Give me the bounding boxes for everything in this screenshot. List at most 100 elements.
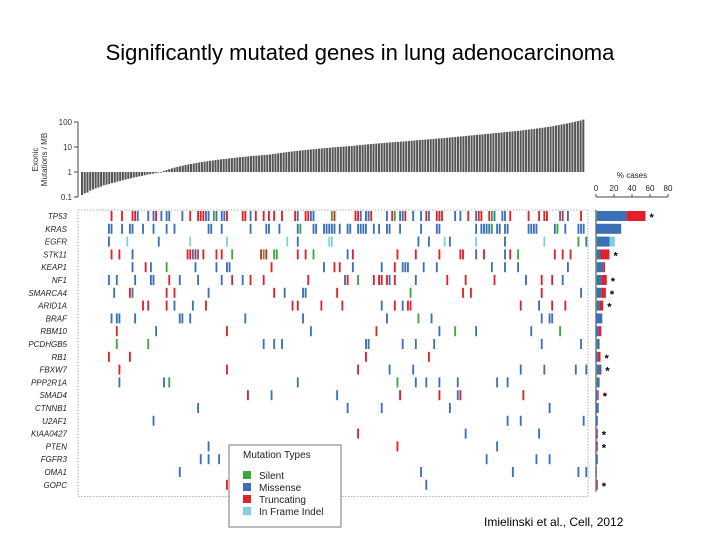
mutation-mark [296, 300, 299, 311]
burden-bar [239, 157, 242, 172]
mutation-mark [459, 211, 462, 221]
burden-bar [189, 163, 193, 172]
mutation-mark [357, 223, 360, 234]
mutation-mark [304, 249, 307, 260]
mutation-mark [498, 223, 501, 234]
mutation-mark [580, 211, 582, 221]
gene-label: PCDHGB5 [28, 340, 67, 349]
cases-bar-segment [596, 364, 601, 375]
burden-bar [339, 146, 342, 172]
burden-bar [222, 159, 225, 172]
mutation-mark [585, 236, 588, 247]
mutation-mark [530, 326, 533, 337]
burden-bar [530, 129, 533, 172]
mutation-mark [540, 313, 543, 324]
mutation-mark [488, 211, 491, 221]
mutation-mark [110, 313, 113, 324]
mutation-mark [346, 275, 349, 285]
burden-bar [421, 139, 424, 172]
burden-bar [307, 149, 310, 172]
burden-bar [535, 128, 538, 172]
mutation-mark [493, 275, 496, 285]
significance-mark: * [607, 302, 612, 314]
mutation-mark [504, 236, 506, 247]
burden-bar [437, 138, 440, 172]
burden-bar [97, 172, 100, 188]
mutation-mark [131, 262, 134, 273]
citation: Imielinski et al., Cell, 2012 [484, 515, 624, 529]
mutation-mark [173, 287, 176, 298]
mutation-mark [480, 211, 483, 221]
burden-bar [89, 172, 92, 191]
gene-label: RBM10 [40, 327, 67, 336]
mutation-mark [144, 262, 147, 273]
mutation-mark [422, 262, 425, 273]
mutation-mark [532, 223, 535, 234]
mutation-mark [118, 364, 121, 375]
mutation-mark [409, 287, 412, 298]
mutation-mark [275, 249, 278, 260]
mutation-mark [181, 313, 184, 324]
burden-bar [410, 140, 413, 172]
mutation-mark [265, 249, 268, 260]
mutation-mark [118, 313, 121, 324]
mutation-mark [296, 236, 299, 247]
mutation-mark [147, 300, 150, 311]
mutation-mark [543, 364, 546, 375]
mutation-mark [393, 275, 396, 285]
mutation-mark [504, 249, 506, 260]
cases-title: % cases [617, 171, 647, 180]
burden-bar [176, 166, 179, 172]
mutation-mark [207, 454, 210, 465]
mutation-mark [399, 390, 401, 401]
mutation-mark [160, 211, 163, 221]
mutation-mark [538, 211, 540, 221]
legend-swatch [243, 483, 251, 491]
mutation-mark [462, 287, 464, 298]
mutation-mark [493, 211, 496, 221]
mutation-mark [548, 313, 551, 324]
mutation-mark [393, 300, 396, 311]
burden-bar [350, 145, 353, 172]
cases-bar-segment [601, 287, 606, 298]
mutation-mark [464, 275, 467, 285]
mutation-mark [121, 223, 123, 234]
burden-bar [500, 132, 503, 172]
mutation-mark [577, 467, 580, 477]
burden-bar [258, 155, 261, 172]
burden-bar [456, 136, 459, 172]
mutation-mark [296, 211, 299, 221]
cases-bar-segment [596, 479, 597, 490]
burden-bar [298, 150, 301, 172]
mutation-mark [525, 275, 527, 285]
mutation-mark [580, 287, 582, 298]
mutation-mark [351, 262, 354, 273]
burden-bar [247, 156, 250, 172]
mutation-mark [118, 377, 121, 388]
mutation-mark [551, 275, 554, 285]
cases-x-tick-label: 80 [664, 184, 673, 193]
cases-bar-segment [596, 339, 600, 349]
burden-bar [388, 142, 391, 172]
mutation-mark [115, 339, 118, 349]
burden-bar [124, 172, 127, 180]
mutation-mark [131, 287, 134, 298]
mutation-mark [212, 211, 215, 221]
mutation-mark [165, 300, 168, 311]
burden-bar [121, 172, 124, 181]
burden-bar [331, 147, 334, 172]
mutation-mark [247, 390, 249, 401]
mutation-mark [113, 287, 116, 298]
mutation-mark [325, 223, 328, 234]
burden-bar [345, 146, 348, 172]
burden-bar [399, 141, 402, 172]
mutation-mark [548, 403, 551, 413]
mutation-mark [323, 223, 325, 234]
mutation-mark [577, 223, 580, 234]
mutation-mark [483, 249, 485, 260]
mutation-mark [220, 249, 223, 260]
mutation-mark [244, 313, 247, 324]
burden-bar [214, 160, 217, 172]
legend-entry-label: Truncating [259, 495, 306, 506]
mutation-mark [357, 364, 360, 375]
